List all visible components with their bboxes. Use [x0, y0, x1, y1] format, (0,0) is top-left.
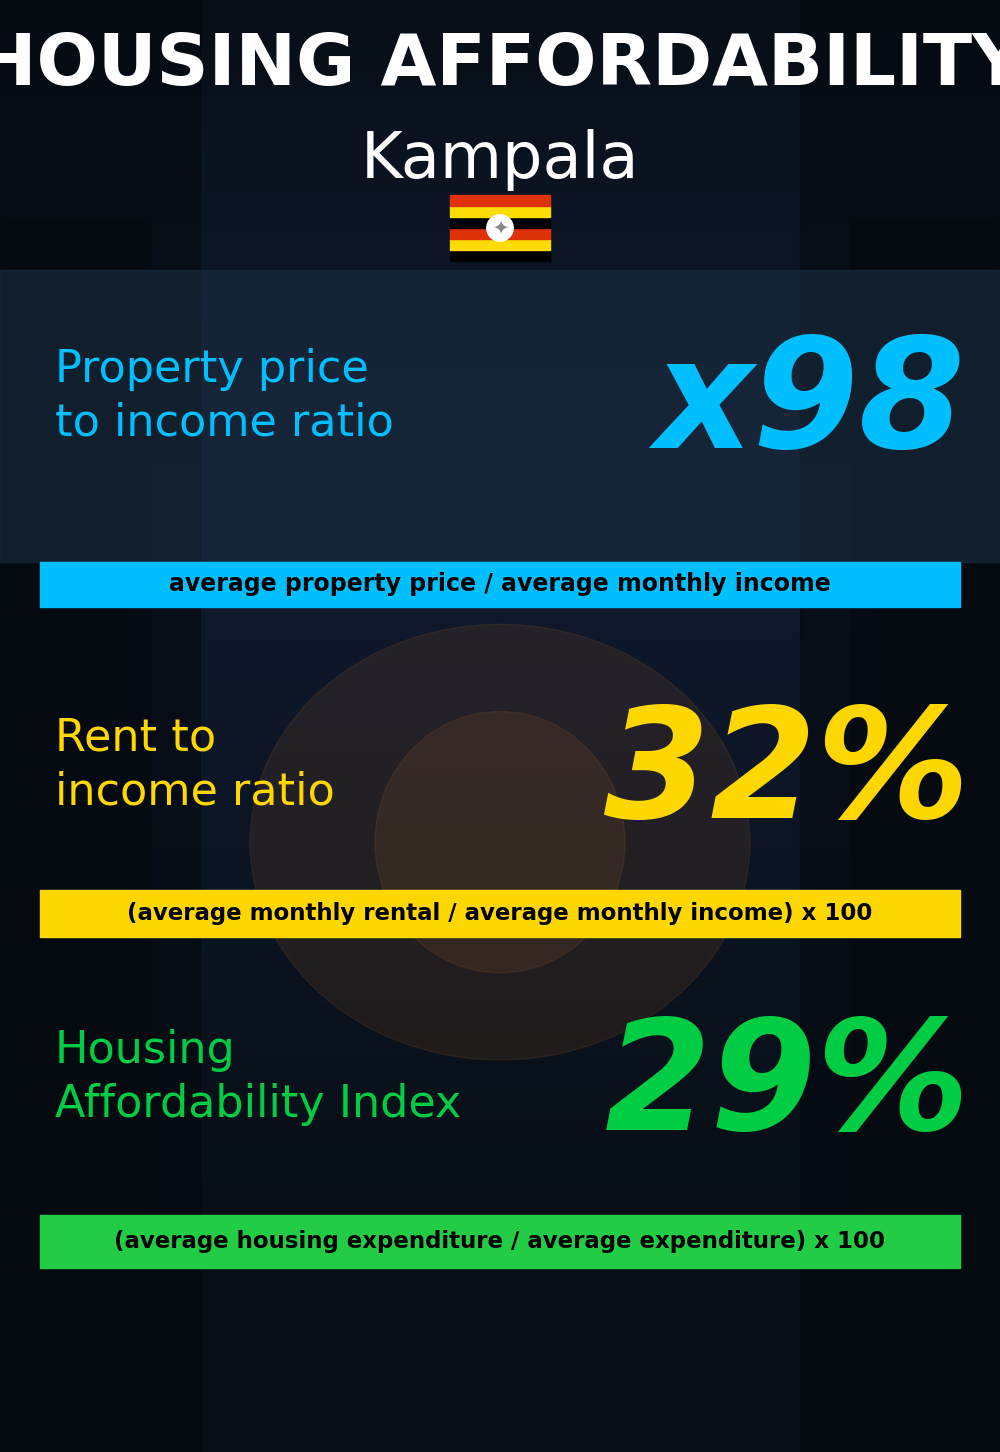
Text: Property price
to income ratio: Property price to income ratio: [55, 348, 394, 444]
Bar: [0, 270, 1000, 562]
Text: Kampala: Kampala: [361, 129, 639, 192]
Bar: [0, 436, 120, 1452]
Text: Housing
Affordability Index: Housing Affordability Index: [55, 1029, 461, 1125]
Text: ✦: ✦: [492, 218, 508, 238]
Bar: [450, 195, 550, 206]
Bar: [450, 206, 550, 216]
Circle shape: [487, 215, 513, 241]
Bar: [450, 240, 550, 250]
Text: average property price / average monthly income: average property price / average monthly…: [169, 572, 831, 597]
Bar: [40, 1215, 960, 1268]
Text: Rent to
income ratio: Rent to income ratio: [55, 717, 335, 813]
Bar: [450, 228, 550, 240]
Ellipse shape: [250, 624, 750, 1060]
Text: 29%: 29%: [604, 1013, 970, 1162]
Bar: [0, 0, 200, 1452]
Bar: [0, 218, 150, 1452]
Text: 32%: 32%: [604, 700, 970, 849]
Text: x98: x98: [654, 331, 965, 481]
Text: (average housing expenditure / average expenditure) x 100: (average housing expenditure / average e…: [114, 1230, 886, 1253]
Bar: [880, 436, 1000, 1452]
Bar: [40, 890, 960, 937]
Bar: [40, 562, 960, 607]
Bar: [450, 250, 550, 261]
Bar: [850, 218, 1000, 1452]
Bar: [450, 216, 550, 228]
Ellipse shape: [375, 711, 625, 973]
Text: (average monthly rental / average monthly income) x 100: (average monthly rental / average monthl…: [127, 902, 873, 925]
Bar: [800, 0, 1000, 1452]
Text: HOUSING AFFORDABILITY: HOUSING AFFORDABILITY: [0, 30, 1000, 100]
